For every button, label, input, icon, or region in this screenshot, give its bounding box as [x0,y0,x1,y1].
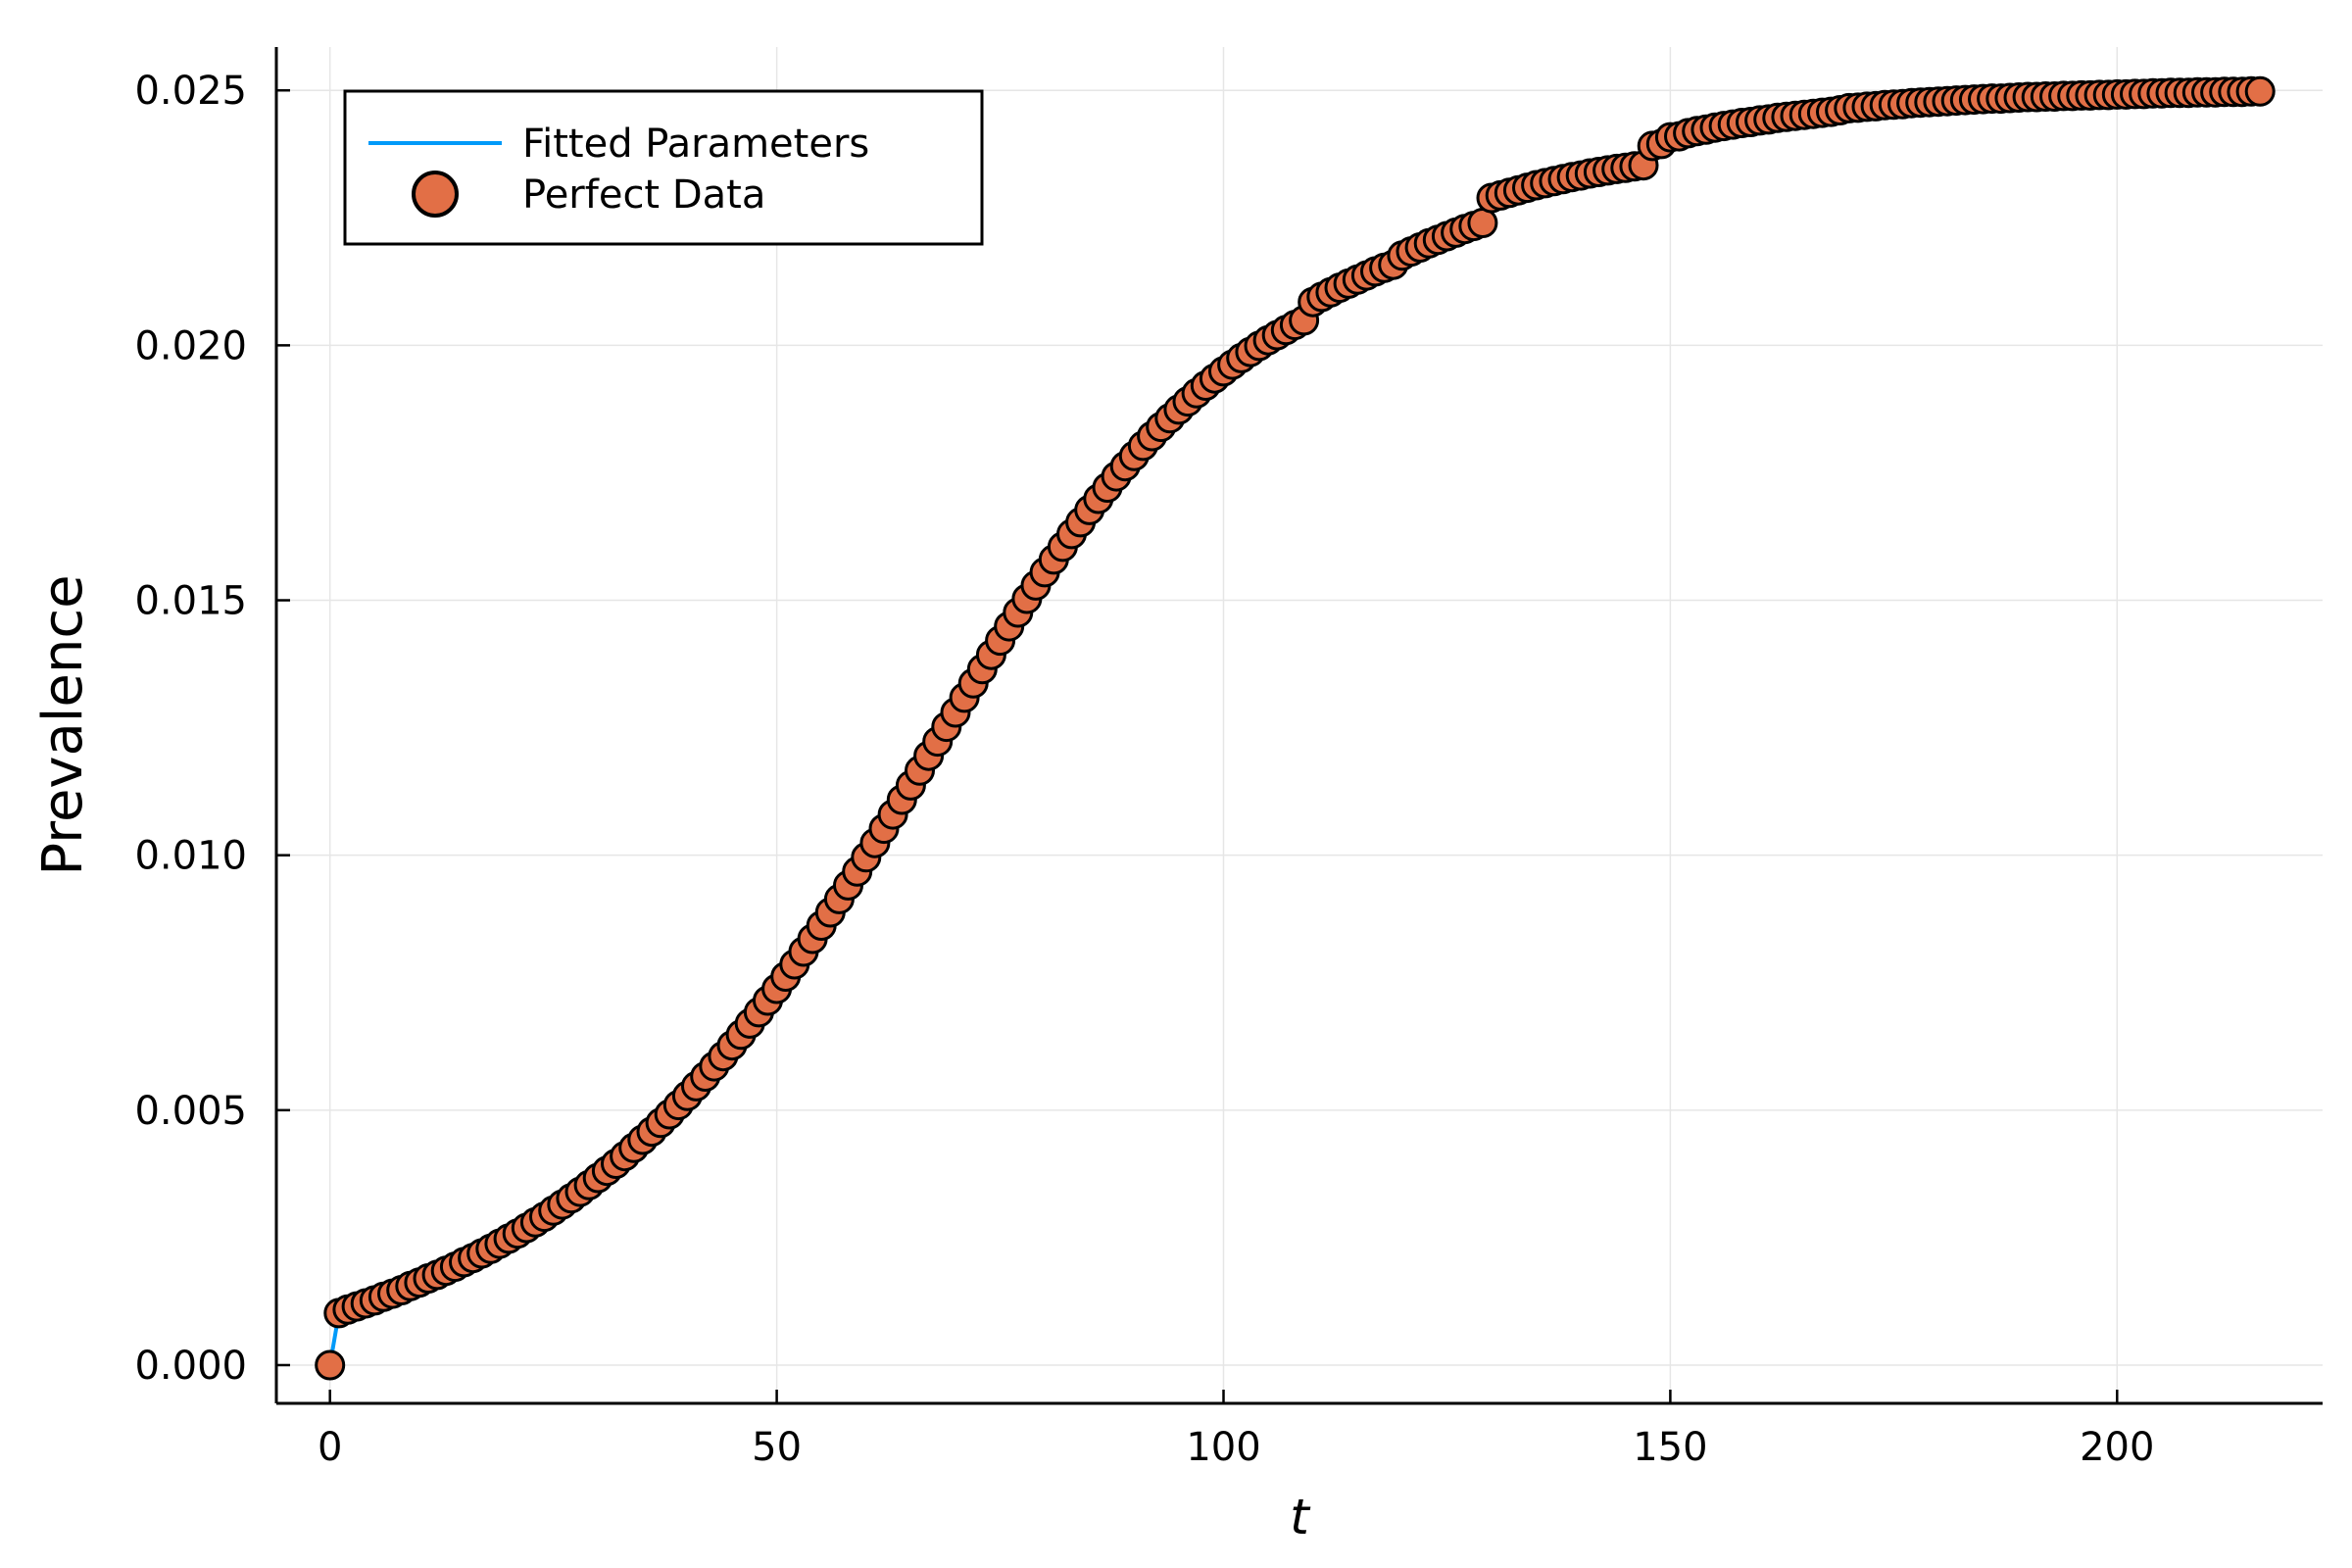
x-tick-label: 150 [1633,1425,1707,1470]
y-tick-label: 0.020 [134,323,247,368]
y-tick-label: 0.025 [134,69,247,114]
x-tick-label: 100 [1186,1425,1260,1470]
legend-swatch-perfect-data [412,171,459,218]
tick-labels: 0 50 100 150 200 0.000 0.005 0.010 0.015 0.020 0.0… [134,69,2154,1470]
y-tick-label: 0.015 [134,579,247,624]
legend: Fitted Parameters Perfect Data [343,89,984,246]
x-axis-label: t [1290,1489,1311,1545]
data-point-perfect-data [1467,208,1498,238]
axes [274,47,2323,1405]
data-point-perfect-data [2244,75,2276,107]
y-tick-label: 0.010 [134,834,247,879]
x-tick-label: 50 [752,1425,802,1470]
legend-label-perfect-data: Perfect Data [522,172,765,218]
x-tick-label: 0 [318,1425,342,1470]
y-tick-label: 0.000 [134,1344,247,1389]
legend-label-fitted-parameters: Fitted Parameters [522,122,869,167]
x-tick-label: 200 [2080,1425,2154,1470]
data-point-perfect-data [315,1349,346,1381]
plot-area [315,75,2276,1381]
y-tick-label: 0.005 [134,1089,247,1134]
y-axis-label: Prevalence [31,574,95,875]
legend-box [343,89,984,246]
